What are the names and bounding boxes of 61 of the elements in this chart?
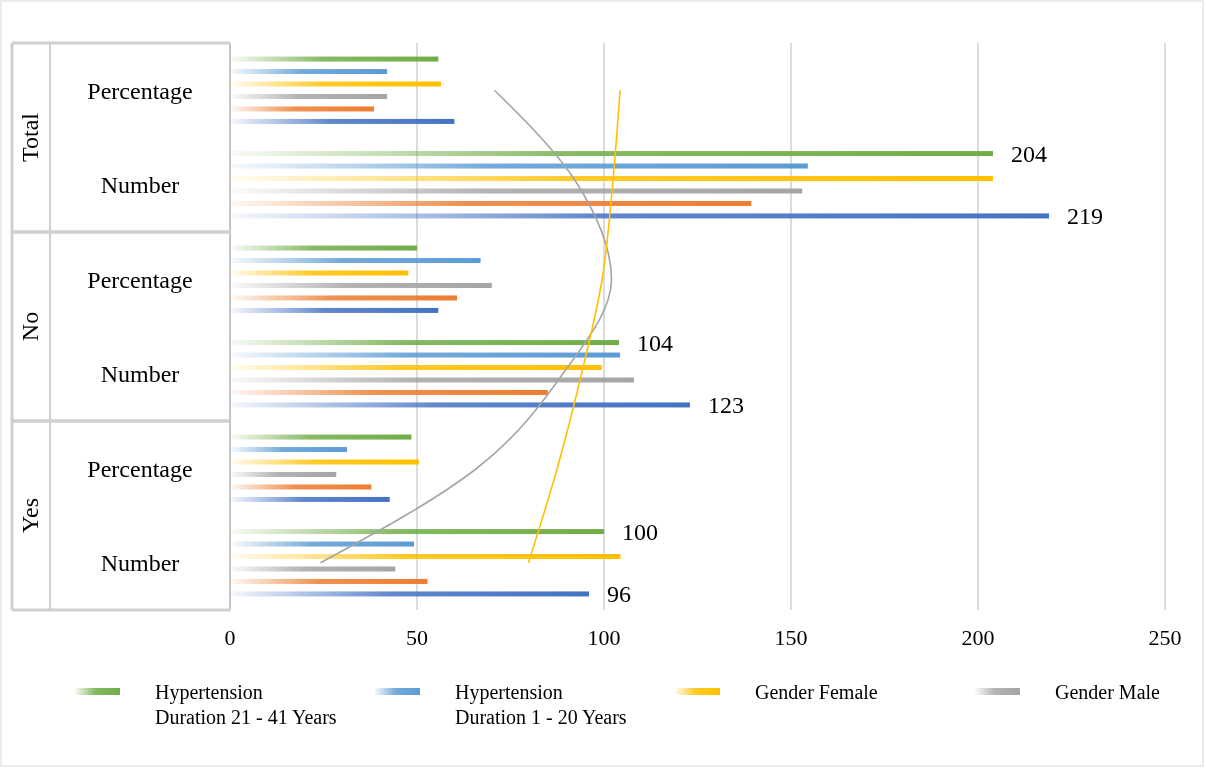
y-tick-label: Number xyxy=(100,361,180,388)
bar xyxy=(230,106,374,112)
bar xyxy=(230,434,412,440)
x-tick-label: 100 xyxy=(587,625,621,650)
bar xyxy=(230,484,372,490)
bar xyxy=(230,554,621,560)
y-tick-label: Percentage xyxy=(87,455,193,482)
bar xyxy=(230,69,388,75)
bar xyxy=(230,200,752,206)
bar xyxy=(230,389,548,395)
text: Yes xyxy=(17,498,43,533)
bar xyxy=(230,295,458,301)
x-tick-label: 150 xyxy=(774,625,808,650)
data-label: 96 xyxy=(607,581,632,608)
y-tick-label: Number xyxy=(100,172,180,199)
bar xyxy=(230,245,417,251)
bar xyxy=(230,352,621,358)
bar xyxy=(230,365,602,371)
x-tick-label: 0 xyxy=(224,625,236,650)
bar xyxy=(230,188,803,194)
bar xyxy=(230,56,439,62)
bar xyxy=(230,447,348,453)
bar xyxy=(230,93,388,99)
bar xyxy=(230,163,808,169)
bar xyxy=(230,471,337,477)
bar xyxy=(230,340,619,346)
data-label: 100 xyxy=(622,518,658,545)
x-tick-label: 50 xyxy=(406,625,428,650)
legend-label: Gender Female xyxy=(755,681,878,703)
bar xyxy=(230,213,1050,219)
bar xyxy=(230,496,390,502)
bar xyxy=(230,81,441,87)
y-tick-label: Percentage xyxy=(87,266,193,293)
x-tick-label: 250 xyxy=(1148,625,1182,650)
text: Total xyxy=(17,112,43,162)
y-tick-label: Number xyxy=(100,550,180,577)
data-label: 219 xyxy=(1067,203,1104,230)
bar xyxy=(230,118,455,124)
bar xyxy=(230,282,492,288)
bar xyxy=(230,270,409,276)
data-label: 204 xyxy=(1010,140,1047,167)
legend-label: Hypertension Duration 1 - 20 Years xyxy=(455,681,627,728)
legend-label: Hypertension Duration 21 - 41 Years xyxy=(155,681,337,728)
bar xyxy=(230,258,481,264)
bar xyxy=(230,566,396,572)
bar xyxy=(230,459,419,465)
data-label: 104 xyxy=(636,329,673,356)
x-tick-label: 200 xyxy=(961,625,995,650)
bar xyxy=(230,402,691,408)
bar xyxy=(230,529,604,535)
bar xyxy=(230,591,590,597)
data-label: 123 xyxy=(708,392,745,419)
legend-label: Gender Male xyxy=(1055,681,1161,703)
bar xyxy=(230,541,415,547)
y-tick-label: Percentage xyxy=(87,77,193,104)
bar xyxy=(230,151,993,157)
bar xyxy=(230,307,439,313)
bar xyxy=(230,578,428,584)
bar xyxy=(230,176,993,182)
bar xyxy=(230,377,634,383)
text: No xyxy=(17,311,43,342)
